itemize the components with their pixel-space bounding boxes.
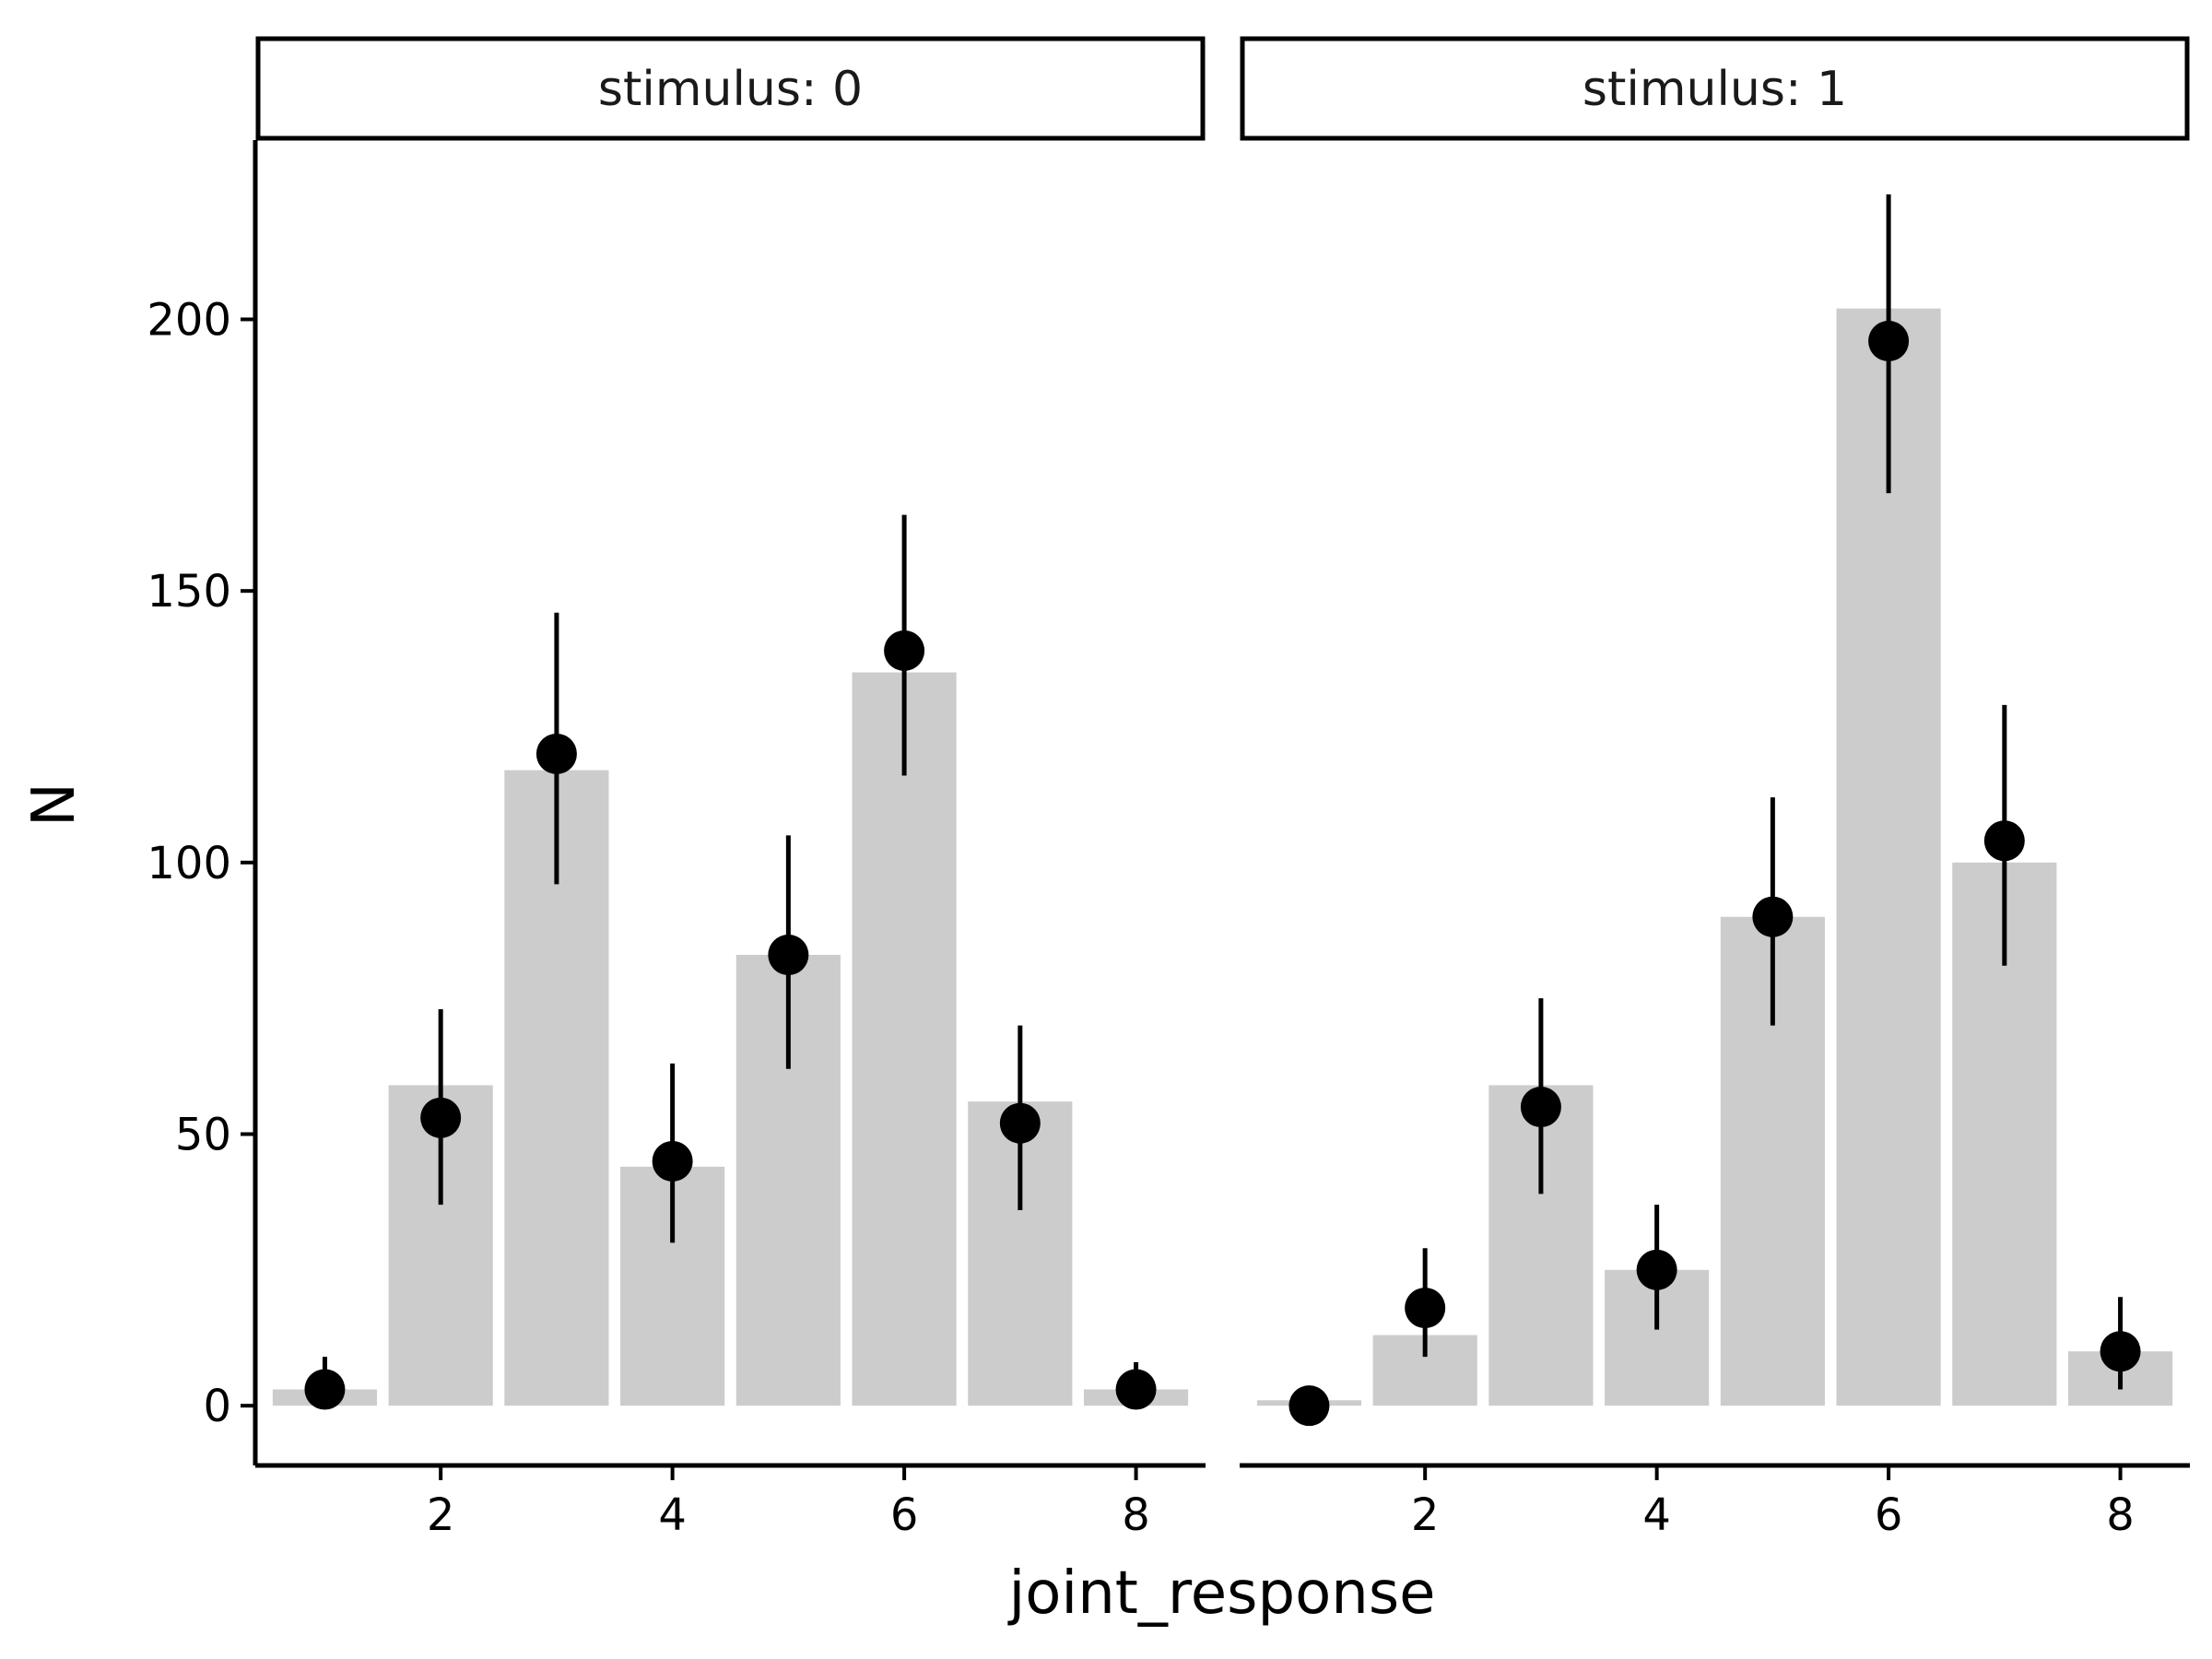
data-point — [1983, 820, 2025, 862]
data-point — [884, 629, 925, 671]
facet-panels: stimulus: 0 2 4 6 8 stimulus: 1 2 4 6 8 — [255, 36, 2190, 1541]
data-point — [1752, 896, 1794, 937]
y-axis: 0 50 100 150 200 — [147, 140, 258, 1465]
data-point — [1405, 1288, 1446, 1329]
x-tick-label: 2 — [427, 1489, 455, 1541]
facet-strip — [1240, 36, 2190, 141]
facet-strip-label: stimulus: 1 — [1583, 62, 1847, 117]
data-point — [1868, 321, 1910, 362]
y-tick-label: 150 — [147, 566, 231, 618]
x-tick-label: 4 — [658, 1489, 687, 1541]
y-axis-title: N — [20, 782, 88, 827]
x-tick-label: 6 — [890, 1489, 919, 1541]
facet-strip — [255, 36, 1206, 141]
data-point — [535, 733, 577, 774]
bar — [852, 672, 957, 1406]
x-tick-label: 8 — [1122, 1489, 1150, 1541]
facet-strip-label: stimulus: 0 — [598, 62, 863, 117]
y-tick-label: 200 — [147, 294, 231, 346]
data-point — [1636, 1249, 1677, 1290]
data-point — [768, 935, 809, 976]
x-tick-label: 2 — [1411, 1489, 1440, 1541]
x-axis-title: joint_response — [1006, 1559, 1435, 1628]
x-tick-label: 4 — [1642, 1489, 1671, 1541]
x-tick-label: 8 — [2106, 1489, 2135, 1541]
x-tick-label: 6 — [1875, 1489, 1903, 1541]
data-point — [304, 1369, 346, 1410]
y-tick-label: 50 — [175, 1110, 231, 1161]
data-point — [2100, 1331, 2141, 1372]
data-point — [1115, 1369, 1157, 1410]
data-point — [420, 1097, 462, 1138]
facet-panel-1: stimulus: 1 2 4 6 8 — [1240, 36, 2190, 1541]
data-point — [999, 1102, 1041, 1144]
data-point — [1288, 1385, 1330, 1427]
y-tick-label: 100 — [147, 838, 231, 889]
facet-panel-0: stimulus: 0 2 4 6 8 — [255, 36, 1206, 1541]
data-point — [1520, 1087, 1561, 1128]
y-tick-label: 0 — [203, 1381, 231, 1432]
data-point — [652, 1140, 693, 1182]
